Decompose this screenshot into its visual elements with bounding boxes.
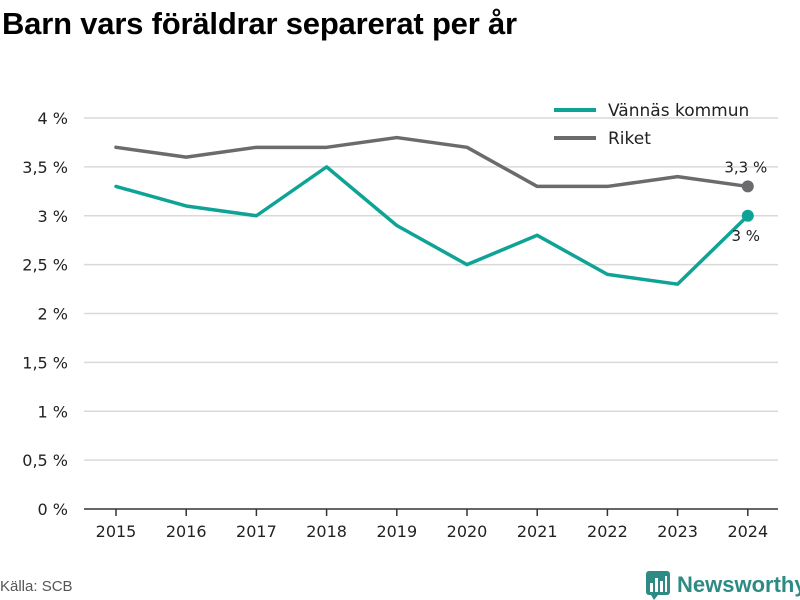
x-tick-label: 2015 (96, 522, 137, 541)
y-tick-label: 3,5 % (22, 158, 68, 177)
x-tick-label: 2020 (447, 522, 488, 541)
series-end-point (741, 180, 754, 193)
x-tick-label: 2017 (236, 522, 277, 541)
source-note: Källa: SCB (0, 578, 73, 595)
legend-entry: Riket (608, 129, 651, 149)
y-tick-label: 1,5 % (22, 353, 68, 372)
chart-title: Barn vars föräldrar separerat per år (2, 6, 517, 41)
y-tick-label: 3 % (38, 207, 68, 226)
data-label: 3 % (732, 227, 761, 245)
y-tick-label: 2,5 % (22, 256, 68, 275)
brand-name: Newsworthy (677, 572, 800, 597)
grid-lines (84, 117, 778, 461)
x-tick-label: 2016 (166, 522, 207, 541)
x-tick-label: 2022 (587, 522, 628, 541)
x-tick-label: 2023 (657, 522, 698, 541)
data-label: 3,3 % (724, 158, 767, 176)
y-tick-label: 2 % (38, 305, 68, 324)
y-axis: 0 % 0,5 % 1 % 1,5 % 2 % 2,5 % 3 % 3,5 % 4 % (22, 109, 68, 519)
x-tick-label: 2019 (376, 522, 417, 541)
y-tick-label: 1 % (38, 402, 68, 421)
y-tick-label: 0,5 % (22, 451, 68, 470)
legend: Vännäs kommun Riket (554, 101, 749, 149)
y-tick-label: 0 % (38, 500, 68, 519)
x-axis: 2015 2016 2017 2018 2019 2020 2021 2022 2023 2024 (84, 508, 778, 541)
bar-chart-icon (646, 571, 670, 600)
y-tick-label: 4 % (38, 109, 68, 128)
x-tick-label: 2018 (306, 522, 347, 541)
series-end-point (741, 209, 754, 222)
series-line (114, 135, 750, 189)
brand-logo[interactable]: Newsworthy (645, 570, 800, 600)
series-line (114, 165, 750, 286)
x-tick-label: 2024 (727, 522, 768, 541)
legend-entry: Vännäs kommun (608, 101, 749, 121)
x-tick-label: 2021 (517, 522, 558, 541)
series-lines: 3 % 3,3 % (114, 135, 767, 286)
